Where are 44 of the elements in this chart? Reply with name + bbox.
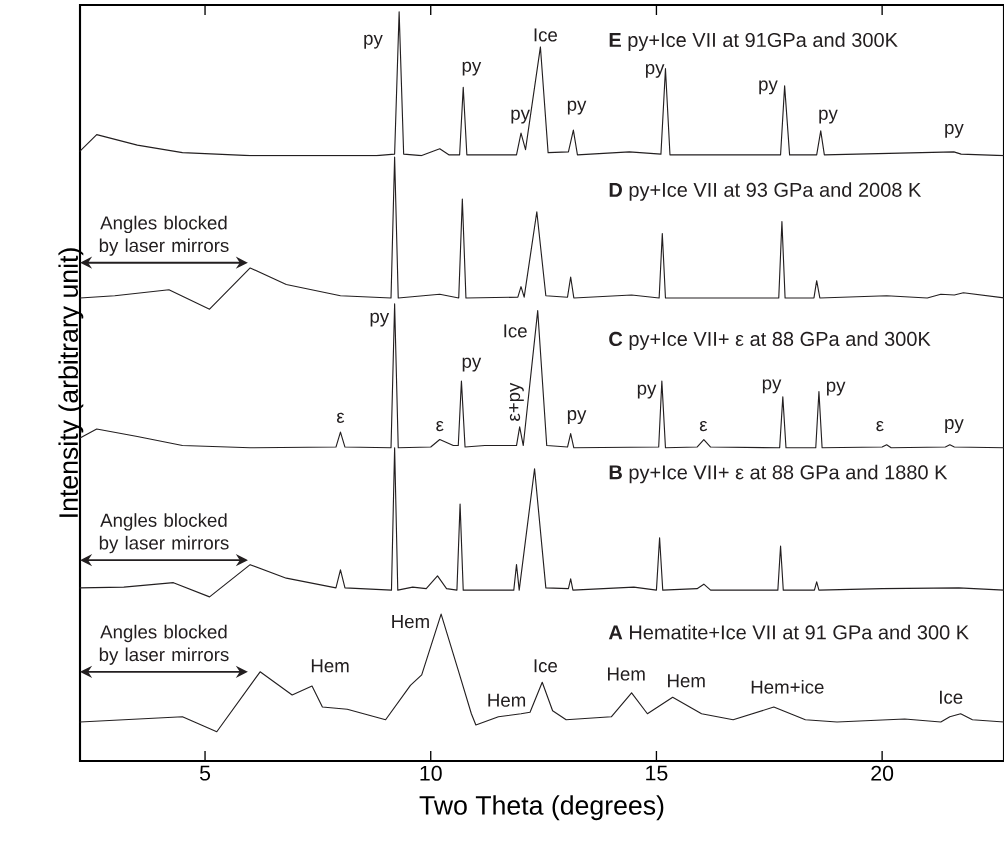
annotation: py [462, 357, 482, 372]
annotation: C py+Ice VII+ ε at 88 GPa and 300K [609, 331, 931, 350]
annotation: py [819, 109, 838, 124]
annotation: py [511, 109, 530, 124]
x-tick-label: 20 [871, 765, 894, 781]
annotation: py [567, 100, 587, 115]
annotation: ε [699, 420, 708, 432]
x-axis-title: Two Theta (degrees) [419, 795, 664, 821]
annotation: Ice [940, 690, 963, 704]
annotation: py [645, 63, 665, 78]
annotation: py [637, 384, 657, 399]
annotation: ε [336, 412, 345, 423]
annotation: Hem [488, 693, 526, 707]
annotation: py [370, 312, 390, 327]
annotation: py [945, 419, 964, 434]
annotation: py [462, 61, 482, 76]
y-axis-title: Intensity (arbitrary unit) [58, 248, 84, 517]
annotation: py [826, 381, 846, 396]
annotation: Ice [504, 324, 527, 338]
annotation: E py+Ice VII at 91GPa and 300K [609, 32, 898, 52]
annotation: Angles blocked by laser mirrors [99, 513, 229, 554]
annotation: Hem+ice [751, 679, 824, 694]
annotation: Hem [668, 674, 705, 688]
x-tick-label: 10 [420, 765, 442, 781]
annotation: Ice [534, 28, 558, 42]
annotation: Ice [534, 659, 558, 673]
annotation: py [762, 379, 782, 394]
annotation: B py+Ice VII+ ε at 88 GPa and 1880 K [609, 464, 948, 484]
x-tick-label: 5 [199, 765, 211, 781]
x-tick-label: 15 [646, 765, 668, 781]
annotation: D py+Ice VII at 93 GPa and 2008 K [609, 182, 922, 201]
annotation: py [945, 123, 964, 138]
annotation: py [567, 410, 587, 425]
annotation: ε+py [509, 382, 524, 421]
annotation: A Hematite+Ice VII at 91 GPa and 300 K [608, 624, 969, 640]
annotation: ε [436, 420, 444, 432]
annotation: Hem [311, 659, 349, 673]
annotation: Angles blocked by laser mirrors [99, 624, 229, 665]
annotation: Hem [608, 667, 645, 681]
annotation: ε [876, 420, 884, 432]
annotation: Hem [392, 615, 429, 629]
annotation: Angles blocked by laser mirrors [99, 215, 229, 256]
annotation: py [364, 34, 383, 49]
annotation: py [759, 80, 778, 95]
